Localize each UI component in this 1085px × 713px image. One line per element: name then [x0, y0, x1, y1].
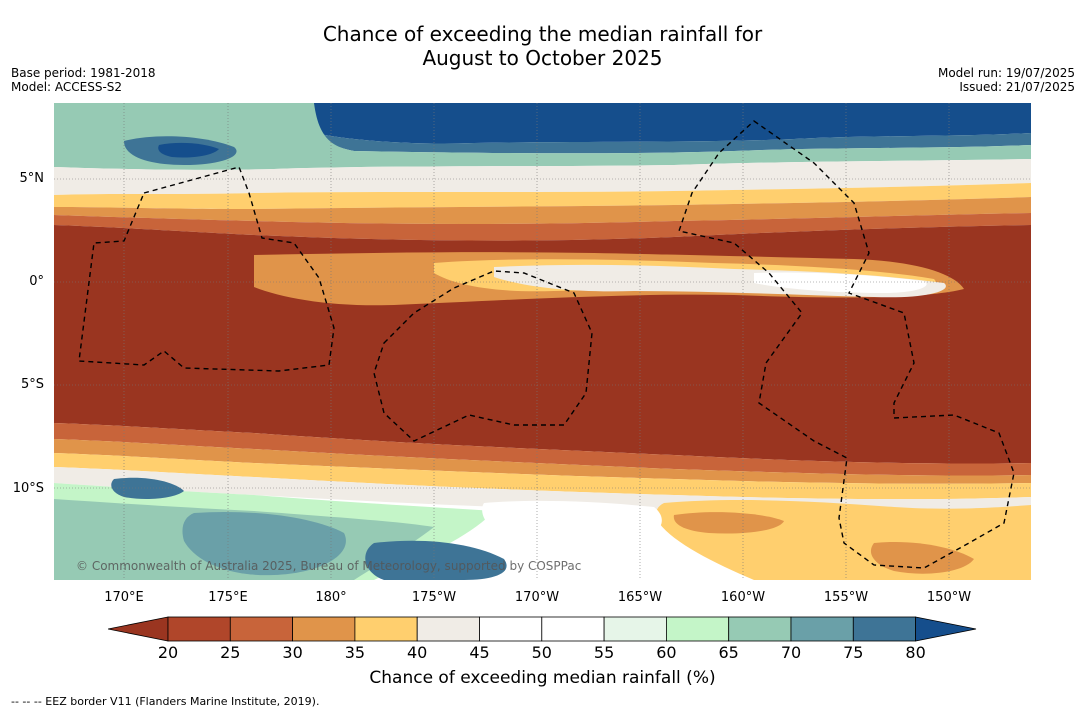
- band-northern-green: [54, 103, 1031, 170]
- colorbar: [107, 616, 978, 646]
- patch-se-orange: [673, 512, 784, 534]
- colorbar-tick-label: 45: [469, 643, 490, 662]
- patch-sw-blue: [111, 477, 184, 499]
- colorbar-swatch: [666, 616, 730, 642]
- colorbar-tick-label: 35: [344, 643, 366, 662]
- colorbar-graphic: [107, 616, 977, 642]
- rainfall-map: [54, 103, 1031, 580]
- colorbar-swatch: [728, 616, 792, 642]
- lon-label-155w: 155°W: [823, 590, 869, 605]
- lon-label-160w: 160°W: [720, 590, 766, 605]
- patch-nw-darkblue: [158, 142, 219, 158]
- colorbar-tick-label: 40: [407, 643, 428, 662]
- map-canvas: [54, 103, 1031, 580]
- lat-label-10s: 10°S: [12, 481, 44, 496]
- patch-sw-deepteal: [182, 511, 346, 576]
- lon-label-170w: 170°W: [514, 590, 560, 605]
- title-line-2: August to October 2025: [422, 46, 663, 70]
- colorbar-swatch: [541, 616, 605, 642]
- colorbar-swatch: [416, 616, 480, 642]
- lat-label-5n: 5°N: [19, 171, 45, 186]
- band-north-orange: [54, 197, 1031, 224]
- colorbar-swatch: [167, 616, 231, 642]
- colorbar-tick-label: 25: [220, 643, 241, 662]
- band-south-rust: [54, 423, 1031, 476]
- colorbar-arrow-low: [107, 616, 169, 642]
- lon-label-175w: 175°W: [411, 590, 457, 605]
- band-north-rust: [54, 213, 1031, 241]
- band-northern-white: [54, 159, 1031, 195]
- colorbar-tick-label: 60: [656, 643, 677, 662]
- colorbar-arrow-high: [915, 616, 977, 642]
- colorbar-swatch: [479, 616, 543, 642]
- colorbar-tick-label: 75: [843, 643, 864, 662]
- band-northern-teal: [314, 133, 1031, 154]
- colorbar-tick-label: 30: [282, 643, 303, 662]
- colorbar-swatch: [229, 616, 294, 642]
- copyright-notice: © Commonwealth of Australia 2025, Bureau…: [76, 559, 582, 573]
- colorbar-swatch: [852, 616, 916, 642]
- band-south-yellow: [54, 453, 1031, 500]
- lat-label-5s: 5°S: [20, 377, 44, 392]
- model-name: Model: ACCESS-S2: [11, 80, 123, 94]
- graticule: [54, 103, 1031, 580]
- issued-date: Issued: 21/07/2025: [959, 80, 1075, 94]
- lon-label-165w: 165°W: [617, 590, 663, 605]
- colorbar-tick-label: 55: [593, 643, 615, 662]
- lon-label-150w: 150°W: [926, 590, 972, 605]
- patch-se-orange-2: [870, 541, 974, 574]
- equatorial-tongue-core: [754, 272, 927, 293]
- lat-label-0: 0°: [29, 274, 44, 289]
- colorbar-swatch: [790, 616, 854, 642]
- colorbar-tick-label: 70: [780, 643, 802, 662]
- patch-south-blue: [365, 540, 507, 580]
- colorbar-tick-label: 65: [718, 643, 739, 662]
- eez-legend-note: -- -- -- EEZ border V11 (Flanders Marine…: [11, 695, 320, 708]
- eez-borders: [78, 120, 1015, 569]
- colorbar-tick-label: 20: [157, 643, 179, 662]
- patch-se-white: [482, 500, 662, 549]
- base-period: Base period: 1981-2018: [11, 66, 156, 80]
- colorbar-swatch: [292, 616, 356, 642]
- meta-left: Base period: 1981-2018 Model: ACCESS-S2: [11, 66, 156, 94]
- meta-right: Model run: 19/07/2025 Issued: 21/07/2025: [938, 66, 1075, 94]
- band-south-orange: [54, 439, 1031, 484]
- colorbar-swatch: [354, 616, 418, 642]
- band-north-yellow: [54, 183, 1031, 209]
- band-northern-blue: [314, 103, 1031, 144]
- lon-label-175e: 175°E: [208, 590, 248, 605]
- lon-label-180: 180°: [315, 590, 347, 605]
- colorbar-label: Chance of exceeding median rainfall (%): [369, 668, 716, 688]
- colorbar-tick-label: 50: [531, 643, 552, 662]
- model-run: Model run: 19/07/2025: [937, 66, 1075, 80]
- map-title: Chance of exceeding the median rainfall …: [0, 22, 1085, 70]
- lon-label-170e: 170°E: [104, 590, 144, 605]
- colorbar-swatch: [603, 616, 667, 642]
- colorbar-tick-label: 80: [905, 643, 926, 662]
- title-line-1: Chance of exceeding the median rainfall …: [322, 22, 763, 46]
